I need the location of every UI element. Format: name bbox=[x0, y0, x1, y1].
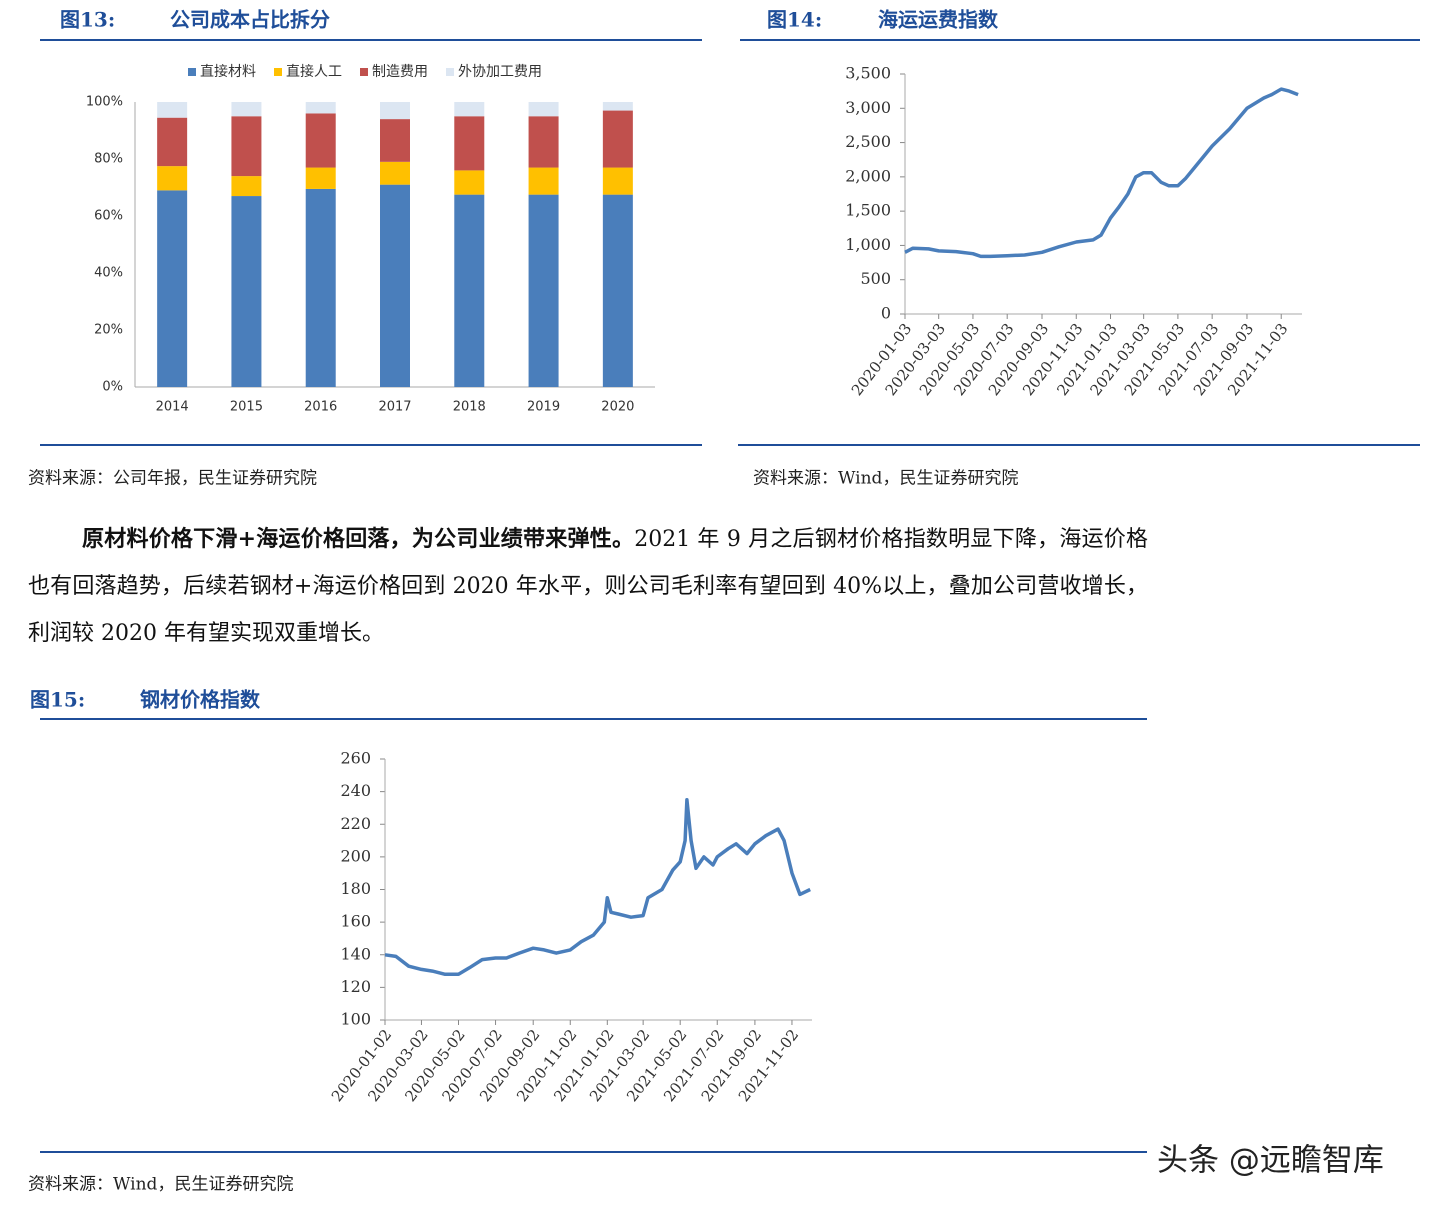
source-note: 资料来源：Wind，民生证券研究院 bbox=[753, 469, 1018, 489]
bar-segment bbox=[454, 194, 485, 387]
y-tick-label: 60% bbox=[94, 209, 123, 224]
y-tick-label: 20% bbox=[94, 323, 123, 338]
bar-segment bbox=[528, 167, 559, 195]
x-tick-label: 2016 bbox=[304, 400, 337, 415]
source-note: 资料来源：Wind，民生证券研究院 bbox=[28, 1175, 293, 1195]
bar-segment bbox=[305, 102, 336, 114]
y-tick-label: 3,500 bbox=[845, 64, 891, 83]
bar-segment bbox=[305, 188, 336, 387]
y-tick-label: 1,000 bbox=[845, 235, 891, 254]
figure-title: 海运运费指数 bbox=[878, 8, 999, 32]
x-tick-label: 2020 bbox=[601, 400, 634, 415]
watermark: 头条 @远瞻智库 bbox=[1157, 1143, 1384, 1179]
bar-segment bbox=[602, 102, 633, 111]
y-tick-label: 500 bbox=[860, 269, 891, 288]
body-paragraph: 原材料价格下滑+海运价格回落，为公司业绩带来弹性。2021 年 9 月之后钢材价… bbox=[28, 516, 1148, 657]
legend-swatch bbox=[446, 68, 454, 76]
paragraph-lead: 原材料价格下滑+海运价格回落，为公司业绩带来弹性。 bbox=[82, 526, 635, 552]
y-tick-label: 40% bbox=[94, 266, 123, 281]
bar-segment bbox=[157, 166, 188, 191]
y-tick-label: 180 bbox=[340, 879, 371, 898]
y-tick-label: 160 bbox=[340, 912, 371, 931]
y-tick-label: 260 bbox=[340, 749, 371, 768]
y-tick-label: 0 bbox=[881, 304, 891, 323]
bar-segment bbox=[380, 184, 410, 387]
y-tick-label: 240 bbox=[340, 781, 371, 800]
y-tick-label: 80% bbox=[94, 152, 123, 167]
legend-label: 制造费用 bbox=[372, 64, 428, 80]
source-note: 资料来源：公司年报，民生证券研究院 bbox=[28, 469, 317, 489]
figure-label: 图15: bbox=[30, 688, 85, 712]
y-tick-label: 140 bbox=[340, 944, 371, 963]
line-series bbox=[904, 87, 1299, 259]
y-tick-label: 2,000 bbox=[845, 166, 891, 185]
bar-segment bbox=[231, 196, 262, 387]
x-tick-label: 2017 bbox=[378, 400, 411, 415]
figure-label: 图13: bbox=[60, 8, 115, 32]
y-tick-label: 220 bbox=[340, 814, 371, 833]
bar-segment bbox=[231, 176, 262, 197]
legend-swatch bbox=[360, 68, 368, 76]
bar-segment bbox=[528, 102, 559, 117]
x-tick-label: 2018 bbox=[453, 400, 486, 415]
legend-swatch bbox=[188, 68, 196, 76]
bar-segment bbox=[602, 167, 633, 195]
y-tick-label: 100 bbox=[340, 1010, 371, 1029]
bar-segment bbox=[231, 116, 262, 177]
x-tick-label: 2019 bbox=[527, 400, 560, 415]
legend-label: 直接人工 bbox=[286, 63, 342, 80]
bar-segment bbox=[454, 102, 485, 117]
figure-label: 图14: bbox=[767, 8, 822, 32]
y-tick-label: 200 bbox=[340, 846, 371, 865]
bar-segment bbox=[157, 190, 188, 387]
legend-label: 直接材料 bbox=[200, 63, 256, 80]
bar-segment bbox=[380, 119, 410, 162]
figure-title: 公司成本占比拆分 bbox=[170, 8, 330, 32]
y-tick-label: 0% bbox=[102, 380, 123, 395]
bar-segment bbox=[602, 194, 633, 387]
bar-segment bbox=[305, 113, 336, 168]
bar-segment bbox=[231, 102, 262, 117]
bar-segment bbox=[454, 116, 485, 171]
bar-segment bbox=[157, 117, 188, 167]
y-tick-label: 120 bbox=[340, 977, 371, 996]
legend-label: 外协加工费用 bbox=[458, 64, 542, 80]
bar-segment bbox=[380, 161, 410, 185]
legend-swatch bbox=[274, 68, 282, 76]
bar-segment bbox=[602, 110, 633, 168]
y-tick-label: 1,500 bbox=[845, 201, 891, 220]
bar-segment bbox=[528, 194, 559, 387]
y-tick-label: 100% bbox=[86, 95, 123, 110]
figure-title: 钢材价格指数 bbox=[140, 688, 261, 712]
y-tick-label: 3,000 bbox=[845, 98, 891, 117]
x-tick-label: 2014 bbox=[156, 400, 189, 415]
y-tick-label: 2,500 bbox=[845, 132, 891, 151]
bar-segment bbox=[157, 102, 188, 118]
bar-segment bbox=[454, 170, 485, 195]
paragraph-text: 2021 年 9 月之后钢材价格指数明显下降，海运价格也有回落趋势，后续若钢材+… bbox=[28, 527, 1149, 646]
x-tick-label: 2015 bbox=[230, 400, 263, 415]
bar-segment bbox=[528, 116, 559, 168]
bar-segment bbox=[380, 102, 410, 120]
line-series bbox=[384, 798, 811, 977]
bar-segment bbox=[305, 167, 336, 189]
